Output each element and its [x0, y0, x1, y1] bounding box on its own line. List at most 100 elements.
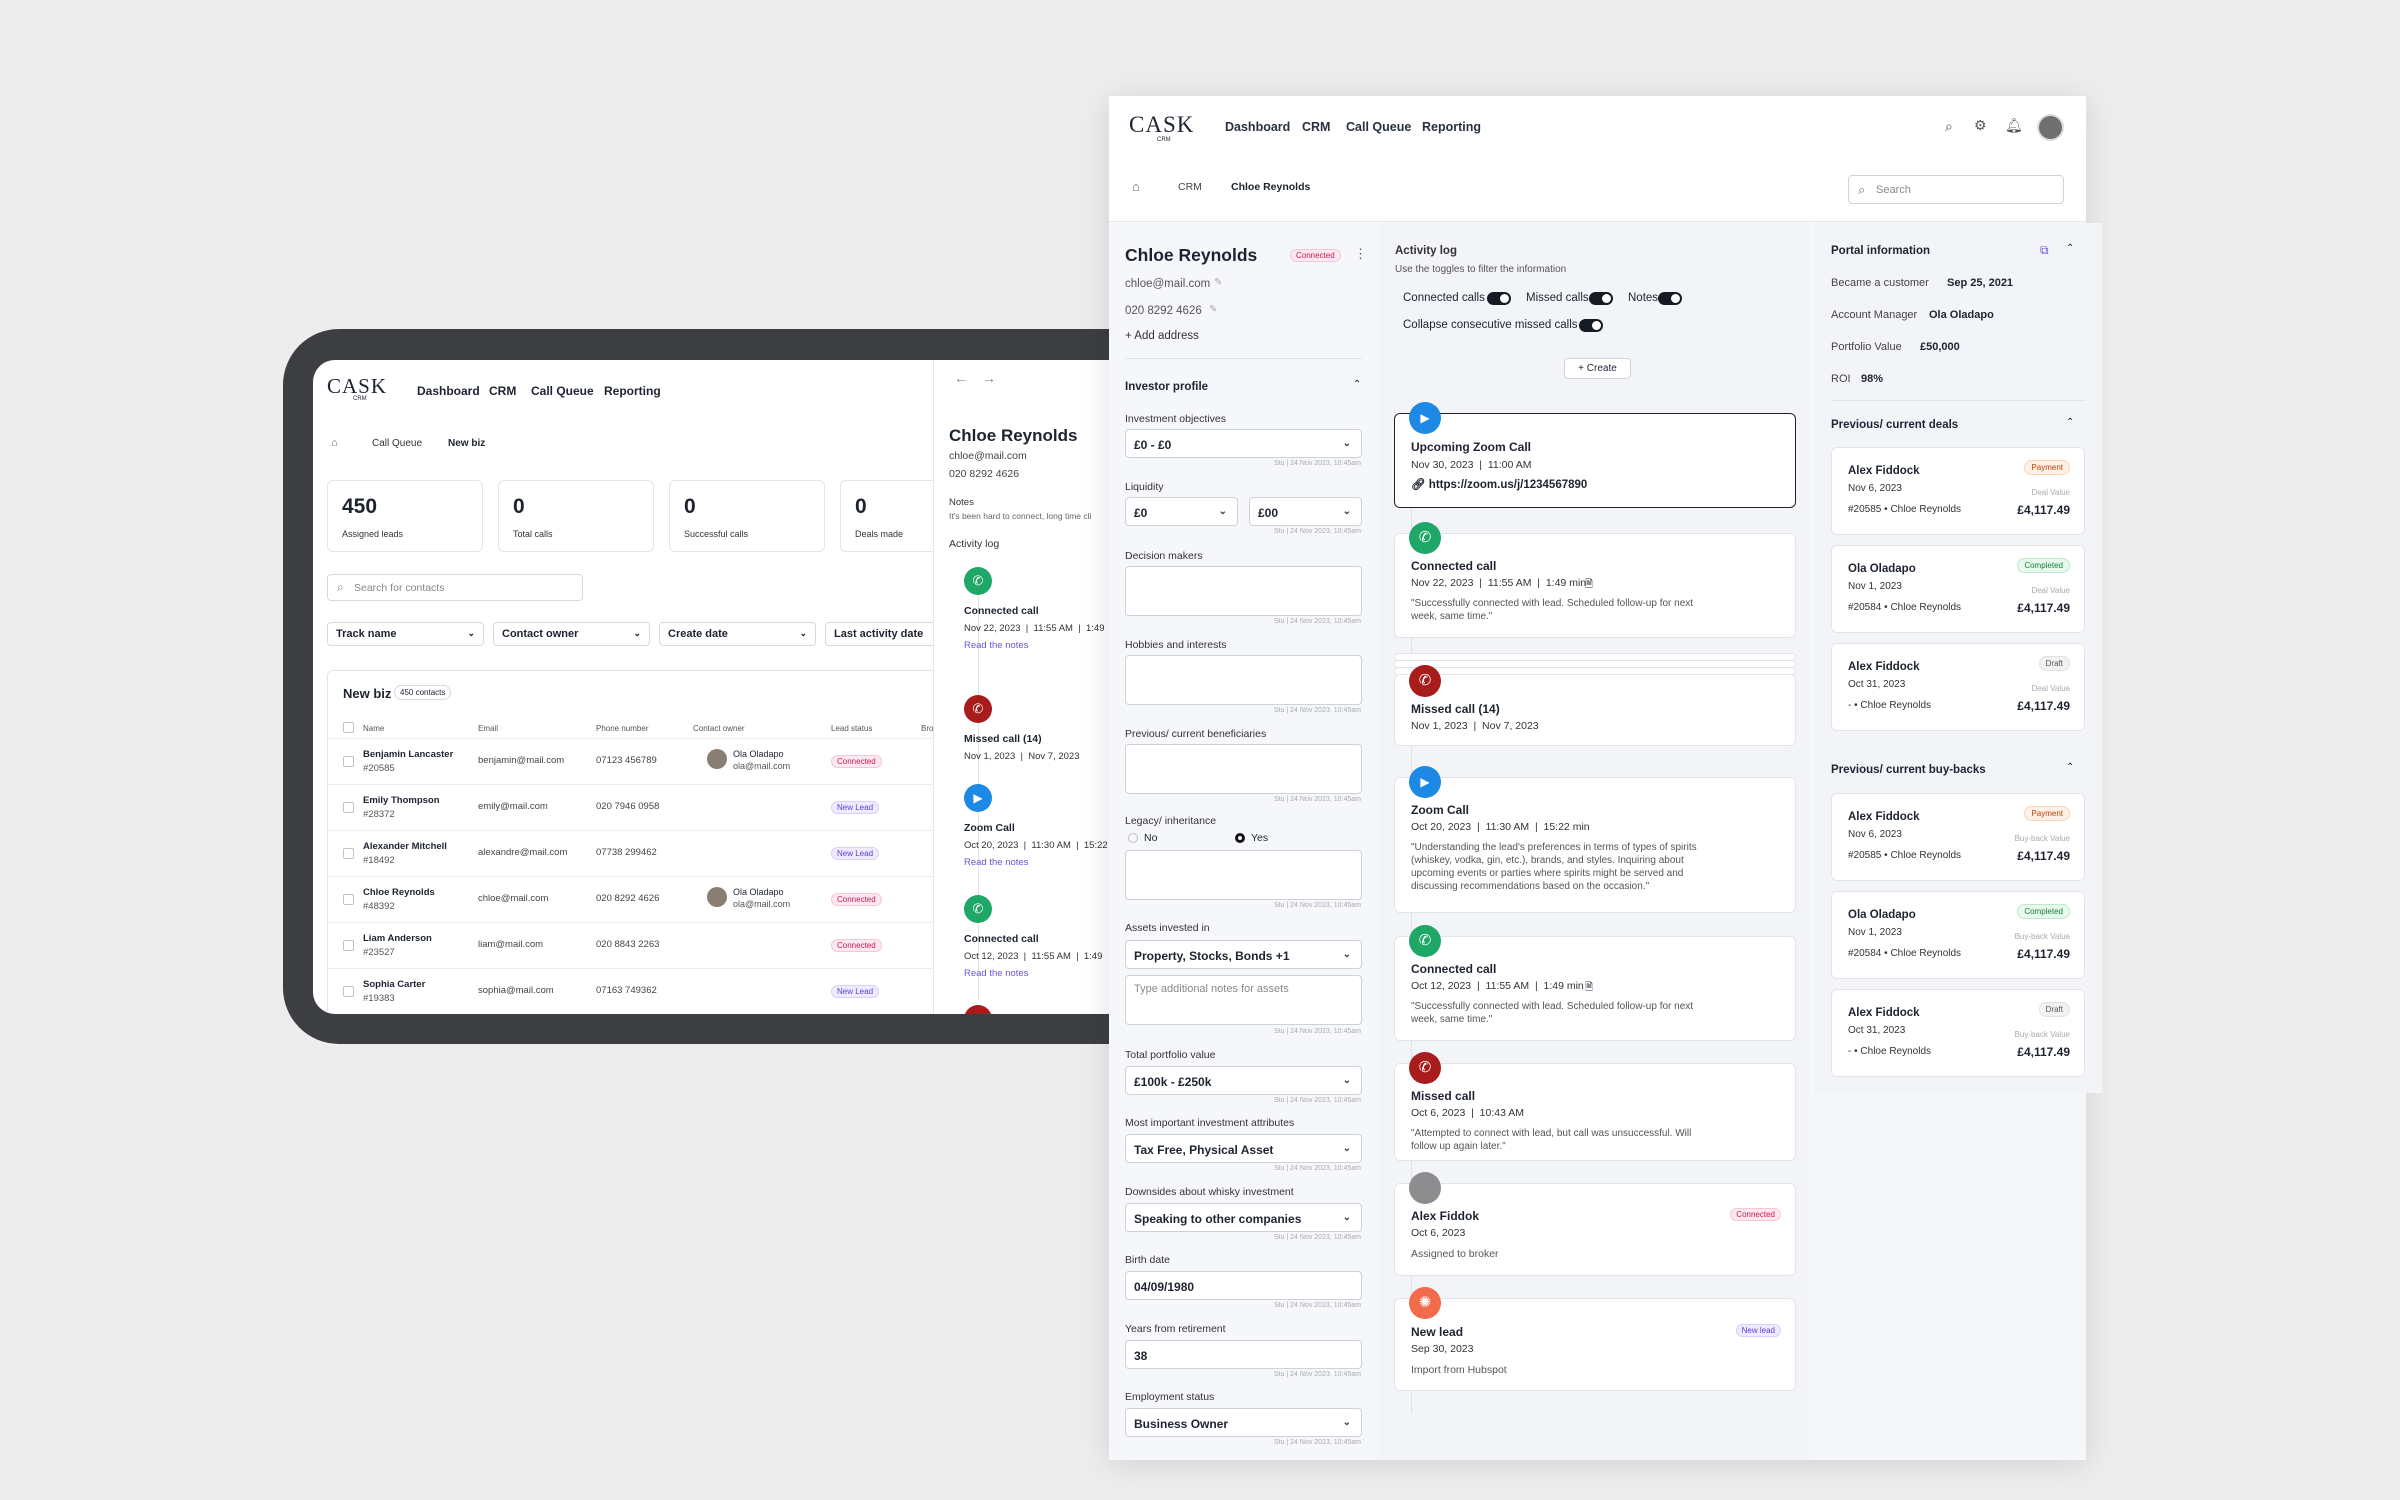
- decision-makers-textarea[interactable]: [1125, 566, 1362, 616]
- row-checkbox[interactable]: [343, 802, 354, 813]
- edit-icon[interactable]: ✎: [1209, 304, 1218, 315]
- phone-icon: ✆: [964, 895, 992, 923]
- employment-select[interactable]: Business Owner ⌄: [1125, 1408, 1362, 1437]
- activity-item-zoom-call[interactable]: ▶ Zoom Call Oct 20, 2023 | 11:30 AM | 15…: [1394, 766, 1796, 913]
- tablet-nav-crm[interactable]: CRM: [489, 384, 517, 398]
- birth-date-input[interactable]: 04/09/1980: [1125, 1271, 1362, 1300]
- breadcrumb-callqueue[interactable]: Call Queue: [372, 438, 423, 449]
- deal-card[interactable]: Ola Oladapo Completed Nov 1, 2023 Deal Val…: [1831, 545, 2085, 633]
- table-row[interactable]: Alexander Mitchell #18492 alexandre@mail…: [327, 830, 987, 876]
- gear-icon[interactable]: ⚙: [1974, 117, 1987, 133]
- tablet-nav-reporting[interactable]: Reporting: [604, 384, 661, 398]
- edit-icon[interactable]: ✎: [1214, 277, 1223, 288]
- downsides-select[interactable]: Speaking to other companies ⌄: [1125, 1203, 1362, 1232]
- buyback-card[interactable]: Alex Fiddock Draft Oct 31, 2023 Buy-back V…: [1831, 989, 2085, 1077]
- activity-item-missed-calls[interactable]: ✆ Missed call (14) Nov 1, 2023 | Nov 7, …: [1394, 665, 1796, 746]
- chevron-up-icon[interactable]: ⌃: [2066, 243, 2075, 254]
- bell-icon[interactable]: 🔔︎: [2005, 117, 2023, 133]
- liquidity-select-b[interactable]: £00 ⌄: [1249, 497, 1362, 526]
- table-row[interactable]: Liam Anderson #23527 liam@mail.com 020 8…: [327, 922, 987, 968]
- search-input[interactable]: ⌕ Search: [1848, 175, 2064, 204]
- tablet-nav-callqueue[interactable]: Call Queue: [531, 384, 594, 398]
- chevron-up-icon[interactable]: ⌃: [2066, 762, 2075, 773]
- hobbies-textarea[interactable]: [1125, 655, 1362, 705]
- toggle-notes[interactable]: [1658, 292, 1682, 305]
- activity-item-missed-call[interactable]: ✆ Missed call Oct 6, 2023 | 10:43 AM "At…: [1394, 1052, 1796, 1161]
- filter-track-name[interactable]: Track name ⌄: [327, 622, 484, 646]
- row-checkbox[interactable]: [343, 986, 354, 997]
- assets-select[interactable]: Property, Stocks, Bonds +1 ⌄: [1125, 940, 1362, 969]
- tablet-logo: CASK: [327, 374, 388, 398]
- table-title: New biz: [343, 686, 392, 701]
- col-owner: Contact owner: [693, 724, 745, 733]
- legacy-yes-radio[interactable]: [1235, 833, 1245, 843]
- row-checkbox[interactable]: [343, 848, 354, 859]
- nav-dashboard[interactable]: Dashboard: [1225, 120, 1291, 134]
- deal-card[interactable]: Alex Fiddock Draft Oct 31, 2023 Deal Value…: [1831, 643, 2085, 731]
- deal-card[interactable]: Alex Fiddock Payment Nov 6, 2023 Deal Valu…: [1831, 447, 2085, 535]
- table-row[interactable]: Chloe Reynolds #48392 chloe@mail.com 020…: [327, 876, 987, 922]
- filter-create-date[interactable]: Create date ⌄: [659, 622, 816, 646]
- toggle-collapse-missed[interactable]: [1579, 319, 1603, 332]
- filter-contact-owner[interactable]: Contact owner ⌄: [493, 622, 650, 646]
- home-icon[interactable]: ⌂: [1132, 179, 1140, 194]
- zoom-link[interactable]: 🔗︎ https://zoom.us/j/1234567890: [1411, 479, 1588, 491]
- select-all-checkbox[interactable]: [343, 722, 354, 733]
- chevron-down-icon: ⌄: [1342, 1075, 1351, 1086]
- document-icon[interactable]: 🗎: [1585, 579, 1594, 590]
- prev-arrow-icon[interactable]: ←: [954, 370, 968, 386]
- external-link-icon[interactable]: ⧉: [2040, 243, 2049, 257]
- tablet-logo-sub: CRM: [353, 396, 367, 402]
- table-row[interactable]: Sophia Carter #19383 sophia@mail.com 071…: [327, 968, 987, 1014]
- read-notes-link[interactable]: Read the notes: [964, 857, 1029, 868]
- activity-item-connected-call[interactable]: ✆ Connected call Oct 12, 2023 | 11:55 AM…: [1394, 925, 1796, 1041]
- nav-crm[interactable]: CRM: [1302, 120, 1331, 134]
- retirement-years-input[interactable]: 38: [1125, 1340, 1362, 1369]
- portfolio-select[interactable]: £100k - £250k ⌄: [1125, 1066, 1362, 1095]
- legacy-no-radio[interactable]: [1128, 833, 1138, 843]
- row-checkbox[interactable]: [343, 756, 354, 767]
- nav-reporting[interactable]: Reporting: [1422, 120, 1482, 134]
- beneficiaries-textarea[interactable]: [1125, 744, 1362, 794]
- tablet-nav-dashboard[interactable]: Dashboard: [417, 384, 480, 398]
- chevron-up-icon[interactable]: ⌃: [1353, 379, 1362, 390]
- table-row[interactable]: Emily Thompson #28372 emily@mail.com 020…: [327, 784, 987, 830]
- attributes-select[interactable]: Tax Free, Physical Asset ⌄: [1125, 1134, 1362, 1163]
- phone-icon: ✆: [1409, 522, 1441, 554]
- table-row[interactable]: Benjamin Lancaster #20585 benjamin@mail.…: [327, 738, 987, 784]
- add-address-button[interactable]: + Add address: [1125, 330, 1199, 342]
- chevron-up-icon[interactable]: ⌃: [2066, 417, 2075, 428]
- search-icon[interactable]: ⌕: [1945, 118, 1953, 134]
- activity-item-connected-call[interactable]: ✆ Connected call Nov 22, 2023 | 11:55 AM…: [1394, 522, 1796, 638]
- chevron-down-icon: ⌄: [1342, 1417, 1351, 1428]
- home-icon[interactable]: ⌂: [331, 437, 338, 449]
- activity-item-upcoming-zoom[interactable]: ▶ Upcoming Zoom Call Nov 30, 2023 | 11:0…: [1394, 402, 1796, 508]
- buyback-card[interactable]: Ola Oladapo Completed Nov 1, 2023 Buy-back…: [1831, 891, 2085, 979]
- logo[interactable]: CASK: [1129, 112, 1195, 137]
- toggle-missed-calls[interactable]: [1589, 292, 1613, 305]
- liquidity-select-a[interactable]: £0 ⌄: [1125, 497, 1238, 526]
- contact-search-input[interactable]: ⌕ Search for contacts: [327, 574, 583, 601]
- nav-call-queue[interactable]: Call Queue: [1346, 120, 1412, 134]
- toggle-connected-calls[interactable]: [1487, 292, 1511, 305]
- activity-item-new-lead[interactable]: ✺ New lead New lead Sep 30, 2023 Import …: [1394, 1287, 1796, 1391]
- row-checkbox[interactable]: [343, 940, 354, 951]
- investment-objectives-select[interactable]: £0 - £0 ⌄: [1125, 429, 1362, 458]
- create-button[interactable]: + Create: [1564, 358, 1631, 379]
- row-checkbox[interactable]: [343, 894, 354, 905]
- legacy-textarea[interactable]: [1125, 850, 1362, 900]
- panel-notes-label: Notes: [949, 497, 974, 508]
- chevron-down-icon: ⌄: [467, 628, 475, 638]
- assets-notes-textarea[interactable]: Type additional notes for assets: [1125, 975, 1362, 1025]
- next-arrow-icon[interactable]: →: [982, 370, 996, 386]
- read-notes-link[interactable]: Read the notes: [964, 640, 1029, 651]
- read-notes-link[interactable]: Read the notes: [964, 968, 1029, 979]
- contact-email: chloe@mail.com: [1125, 278, 1211, 290]
- document-icon[interactable]: 🗎: [1585, 982, 1594, 993]
- search-icon: ⌕: [1858, 182, 1866, 197]
- buyback-card[interactable]: Alex Fiddock Payment Nov 6, 2023 Buy-back …: [1831, 793, 2085, 881]
- user-avatar[interactable]: [2037, 114, 2064, 141]
- more-icon[interactable]: ⋮: [1354, 246, 1367, 261]
- activity-item-assigned[interactable]: Alex Fiddok Connected Oct 6, 2023 Assign…: [1394, 1172, 1796, 1276]
- breadcrumb-crm[interactable]: CRM: [1178, 181, 1202, 193]
